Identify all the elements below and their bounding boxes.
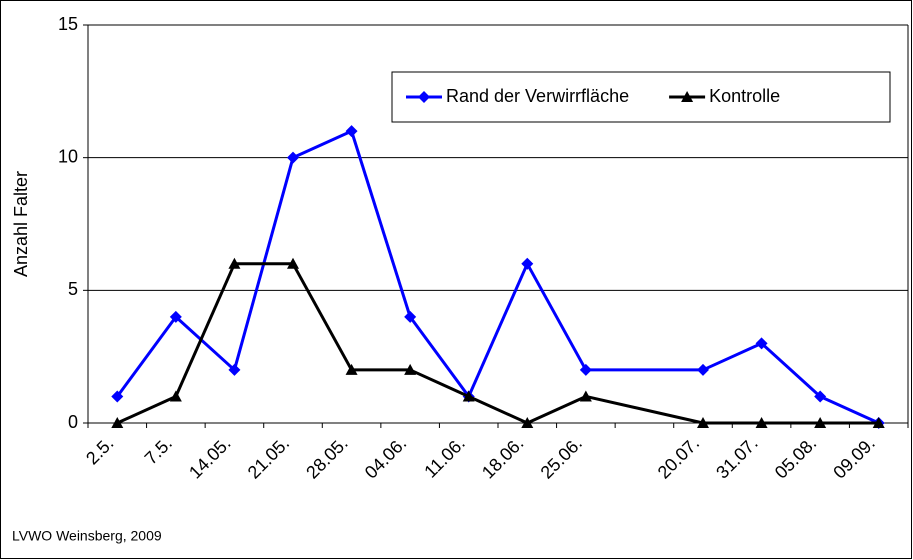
y-tick-label: 5 (68, 279, 78, 299)
line-segment (702, 342, 763, 372)
legend-box (391, 71, 891, 123)
line-segment (467, 263, 529, 398)
line-segment (291, 263, 353, 371)
point-marker (681, 91, 694, 102)
line-segment (116, 315, 178, 398)
y-tick-label: 15 (58, 14, 78, 34)
point-marker (697, 417, 709, 428)
point-marker (579, 390, 592, 402)
point-marker (228, 257, 241, 269)
point-marker (345, 125, 358, 138)
point-marker (169, 310, 182, 323)
source-note: LVWO Weinsberg, 2009 (12, 528, 162, 544)
y-tick-label: 0 (68, 412, 78, 432)
y-tick-label: 10 (58, 146, 78, 166)
point-marker (404, 310, 417, 323)
line-segment (819, 395, 880, 425)
point-marker (228, 363, 241, 376)
legend-label: Rand der Verwirrfläche (446, 86, 629, 106)
point-marker (287, 257, 299, 269)
line-segment (468, 395, 528, 425)
point-marker (521, 417, 534, 428)
point-marker (814, 390, 827, 403)
point-marker (872, 417, 885, 428)
line-segment (409, 368, 470, 398)
point-marker (755, 337, 768, 350)
line-segment (585, 395, 704, 425)
line-segment (174, 263, 236, 398)
line-segment (760, 342, 822, 398)
point-marker (404, 363, 417, 375)
point-marker (111, 417, 124, 428)
line-segment (174, 315, 236, 372)
y-axis-title: Anzahl Falter (11, 171, 31, 277)
point-marker (462, 390, 475, 402)
point-marker (814, 417, 827, 428)
line-segment (526, 395, 587, 425)
line-segment (525, 263, 588, 371)
point-marker (418, 91, 430, 103)
line-segment (350, 130, 412, 318)
point-marker (169, 390, 182, 402)
line-segment (292, 129, 353, 160)
point-marker (521, 257, 534, 270)
point-marker (111, 390, 124, 403)
point-marker (287, 151, 299, 164)
point-marker (579, 363, 592, 376)
line-segment (408, 315, 470, 398)
line-segment (116, 395, 177, 425)
point-marker (755, 417, 768, 428)
legend-label: Kontrolle (709, 86, 780, 106)
point-marker (345, 363, 358, 375)
point-marker (697, 363, 709, 376)
